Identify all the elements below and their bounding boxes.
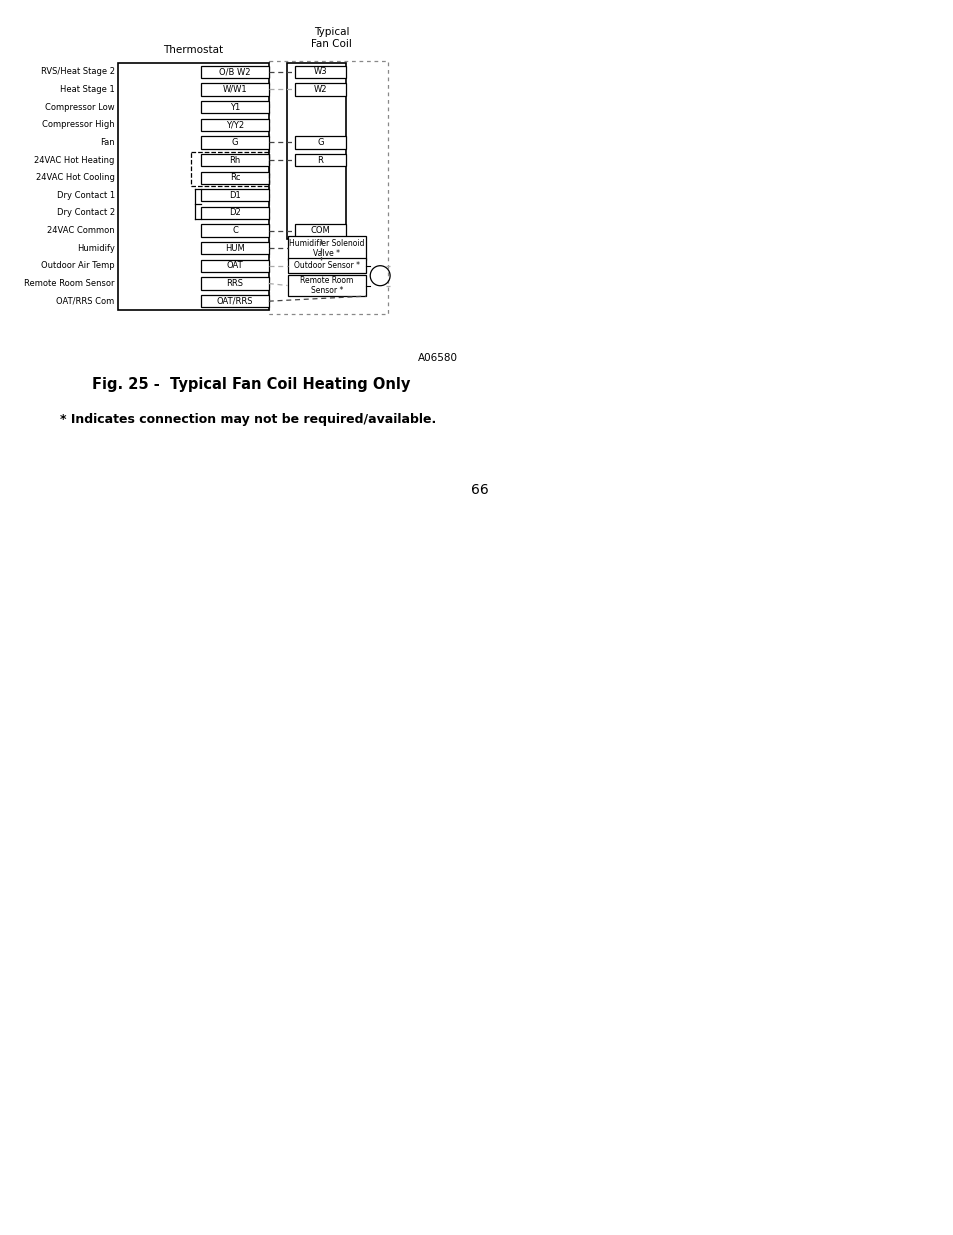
Text: 24VAC Common: 24VAC Common — [47, 226, 114, 235]
Text: Rc: Rc — [230, 173, 240, 183]
Text: Outdoor Air Temp: Outdoor Air Temp — [41, 262, 114, 270]
Text: Thermostat: Thermostat — [163, 44, 223, 56]
Bar — [288, 275, 366, 296]
Bar — [294, 136, 346, 148]
Bar — [201, 101, 269, 114]
Text: Outdoor Sensor *: Outdoor Sensor * — [294, 262, 359, 270]
Text: Remote Room
Sensor *: Remote Room Sensor * — [300, 275, 354, 295]
Text: Y1: Y1 — [230, 103, 240, 111]
Bar — [201, 172, 269, 184]
Bar — [287, 63, 346, 240]
Text: Dry Contact 2: Dry Contact 2 — [56, 209, 114, 217]
Bar — [201, 242, 269, 254]
Bar — [269, 61, 388, 314]
Text: 24VAC Hot Cooling: 24VAC Hot Cooling — [35, 173, 114, 183]
Text: C: C — [232, 226, 237, 235]
Text: OAT/RRS Com: OAT/RRS Com — [56, 296, 114, 306]
Text: Rh: Rh — [229, 156, 240, 164]
Bar — [294, 65, 346, 78]
Text: RRS: RRS — [226, 279, 243, 288]
Text: W3: W3 — [314, 68, 327, 77]
Text: Fan: Fan — [100, 138, 114, 147]
Bar — [201, 119, 269, 131]
Text: O/B W2: O/B W2 — [219, 68, 251, 77]
Text: * Indicates connection may not be required/available.: * Indicates connection may not be requir… — [60, 414, 436, 426]
Bar — [201, 206, 269, 219]
Text: Humidifier Solenoid
Valve *: Humidifier Solenoid Valve * — [289, 238, 364, 258]
Bar — [201, 259, 269, 272]
Text: W/W1: W/W1 — [222, 85, 247, 94]
Bar — [201, 154, 269, 167]
Text: COM: COM — [311, 226, 330, 235]
Text: Humidify: Humidify — [76, 243, 114, 253]
Text: 24VAC Hot Heating: 24VAC Hot Heating — [34, 156, 114, 164]
Text: Compressor High: Compressor High — [42, 120, 114, 130]
Text: G: G — [232, 138, 238, 147]
Bar — [294, 83, 346, 95]
Bar — [191, 152, 269, 185]
Bar — [294, 154, 346, 167]
Bar — [288, 236, 366, 261]
Text: Y/Y2: Y/Y2 — [226, 120, 244, 130]
Text: OAT: OAT — [227, 262, 243, 270]
Bar — [294, 225, 346, 237]
Text: 66: 66 — [470, 483, 488, 496]
Text: A06580: A06580 — [417, 353, 457, 363]
Text: Fig. 25 -  Typical Fan Coil Heating Only: Fig. 25 - Typical Fan Coil Heating Only — [91, 378, 410, 393]
Text: Remote Room Sensor: Remote Room Sensor — [24, 279, 114, 288]
Text: Compressor Low: Compressor Low — [45, 103, 114, 111]
Text: HUM: HUM — [225, 243, 245, 253]
Text: R: R — [317, 156, 323, 164]
Bar — [201, 83, 269, 95]
Bar — [201, 295, 269, 308]
Bar — [201, 225, 269, 237]
Text: OAT/RRS: OAT/RRS — [216, 296, 253, 306]
Text: Typical
Fan Coil: Typical Fan Coil — [311, 27, 352, 49]
Bar — [117, 63, 269, 310]
Text: D1: D1 — [229, 191, 240, 200]
Text: D2: D2 — [229, 209, 240, 217]
Bar — [288, 258, 366, 273]
Text: Dry Contact 1: Dry Contact 1 — [56, 191, 114, 200]
Text: W2: W2 — [314, 85, 327, 94]
Bar — [201, 65, 269, 78]
Bar — [201, 189, 269, 201]
Bar — [201, 278, 269, 290]
Bar — [201, 136, 269, 148]
Text: Heat Stage 1: Heat Stage 1 — [60, 85, 114, 94]
Text: G: G — [317, 138, 323, 147]
Text: RVS/Heat Stage 2: RVS/Heat Stage 2 — [41, 68, 114, 77]
